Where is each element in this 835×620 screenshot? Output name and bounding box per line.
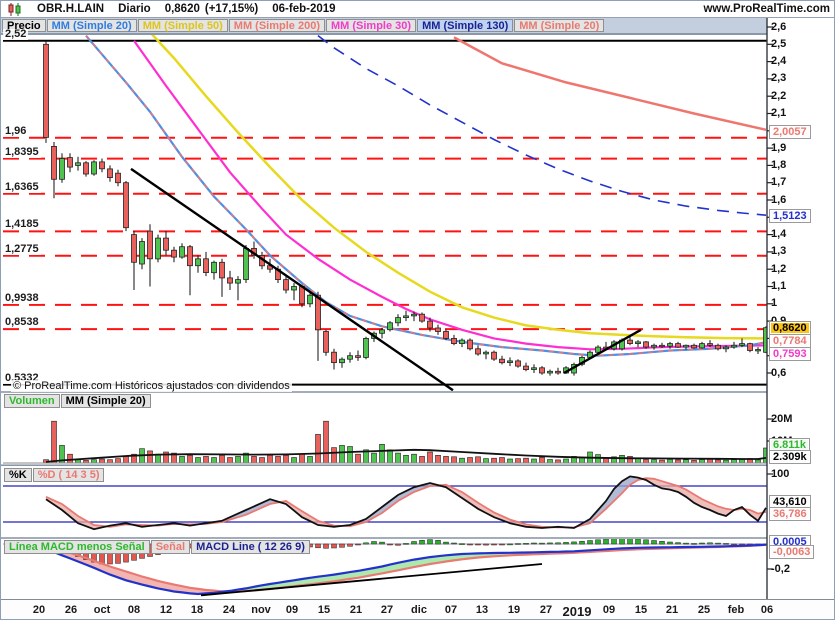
copyright-watermark: © ProRealTime.com Históricos ajustados c… [11,380,292,392]
time-axis: 20 26 oct 08 12 18 24 nov 09 15 21 27 dic 07 13 19 27 201… [1,599,834,619]
change-percent: (+17,15%) [204,3,259,15]
price-axis-label: 1 [771,297,778,310]
price-indicator-bar: Precio MM (Simple 20) MM (Simple 50) MM (Si… [1,18,767,34]
time-axis-label: feb [727,604,745,616]
price-axis-label: 0,6 [771,366,787,379]
price-value-badge: 0,7593 [769,347,811,361]
price-level-label: 0,8538 [3,316,41,329]
price-axis-label: 2,6 [771,20,787,33]
time-axis-label: 08 [127,604,141,616]
timeframe-label: Diario [118,3,151,15]
stoch-axis-label: 100 [771,467,790,480]
ma-indicator-tag[interactable]: MM (Simple 200) [228,19,325,32]
price-axis-label: 2,3 [771,72,787,85]
website-link[interactable]: www.ProRealTime.com [703,3,830,15]
time-axis-label: 25 [697,604,711,616]
time-axis-label: 13 [475,604,489,616]
price-level-label: 1,4185 [3,218,41,231]
time-axis-label: 26 [64,604,78,616]
price-level-label: 2,52 [3,27,29,40]
time-axis-label: 18 [190,604,204,616]
macd-indicator-tag[interactable]: MACD Line ( 12 26 9) [191,540,310,554]
time-axis-label: 21 [349,604,363,616]
price-axis-label: 2,2 [771,89,787,102]
stoch-indicator-tag[interactable]: %K [4,468,32,482]
price-axis-label: 1,4 [771,228,787,241]
price-axis-label: 2,1 [771,107,787,119]
time-axis-label: oct [93,604,111,616]
ma-indicator-tag[interactable]: MM (Simple 20) [46,19,137,32]
price-axis-label: 0,9 [771,315,786,327]
time-axis-label: 07 [444,604,458,616]
title-bar: OBR.H.LAIN Diario 0,8620 (+17,15%) 06-fe… [1,1,834,18]
volume-axis-label: 20M [771,412,793,425]
price-value-badge: 0,7784 [769,334,811,348]
ma-indicator-tag[interactable]: MM (Simple 20) [514,19,605,32]
stoch-indicator-bar: %K %D ( 14 3 5) [4,468,105,482]
time-axis-label: 27 [539,604,553,616]
stoch-indicator-tag[interactable]: %D ( 14 3 5) [32,468,105,482]
price-level-label: 1,8395 [3,145,41,158]
price-level-label: 0,5332 [3,371,41,384]
ma-indicator-tag[interactable]: MM (Simple 30) [325,19,417,32]
time-axis-label: dic [411,604,427,616]
stoch-value-badge: 36,786 [769,507,811,521]
price-axis-label: 1,6 [771,193,787,206]
stoch-value-badge: 43,610 [769,495,811,509]
price-value-badge: 1,5123 [769,209,811,223]
price-axis-label: 1,3 [771,245,787,258]
time-axis-label: 09 [285,604,299,616]
ma-indicator-tag[interactable]: MM (Simple 130) [417,19,514,32]
last-price: 0,8620 [164,3,200,15]
symbol-name: OBR.H.LAIN [37,3,105,15]
time-axis-label: 27 [380,604,394,616]
ma-indicator-tag[interactable]: MM (Simple 50) [137,19,228,32]
time-axis-label: 24 [222,604,236,616]
price-value-badge: 2,0057 [769,125,811,139]
price-axis-label: 1,2 [771,262,787,275]
time-axis-label: 12 [159,604,173,616]
price-level-label: 1,96 [3,124,29,137]
time-axis-label: 20 [32,604,46,616]
time-axis-label: 06 [760,604,774,616]
time-axis-label: 09 [602,604,616,616]
macd-value-badge: -0,0063 [769,545,815,559]
price-level-label: 0,9938 [3,291,41,304]
session-date: 06-feb-2019 [272,3,336,15]
volume-indicator-bar: Volumen MM (Simple 20) [4,394,151,408]
time-axis-label: nov [251,604,271,616]
time-axis-label: 21 [665,604,679,616]
price-axis-label: 2,4 [771,55,787,68]
price-axis-label: 1,8 [771,158,787,171]
price-level-label: 1,6365 [3,180,41,193]
price-axis-label: 1,9 [771,141,787,154]
time-axis-label: 2019 [562,604,592,619]
price-value-badge: 0,8620 [769,321,811,335]
candlestick-logo-icon [7,2,23,16]
macd-indicator-tag[interactable]: Señal [150,540,191,554]
price-level-label: 1,2775 [3,242,41,255]
macd-indicator-tag[interactable]: Línea MACD menos Señal [4,540,150,554]
price-axis-label: 1,7 [771,176,787,189]
price-axis-label: 2,5 [771,37,787,50]
time-axis-label: 15 [317,604,331,616]
volume-value-badge: 2.309k [769,450,811,464]
time-axis-label: 15 [634,604,648,616]
volume-indicator-tag[interactable]: Volumen [4,394,60,408]
price-axis-label: 1,1 [771,280,787,292]
macd-indicator-bar: Línea MACD menos Señal Señal MACD Line ( 1… [4,540,310,554]
time-axis-label: 19 [507,604,521,616]
macd-axis-label: -0,2 [771,562,790,575]
volume-indicator-tag[interactable]: MM (Simple 20) [60,394,151,408]
